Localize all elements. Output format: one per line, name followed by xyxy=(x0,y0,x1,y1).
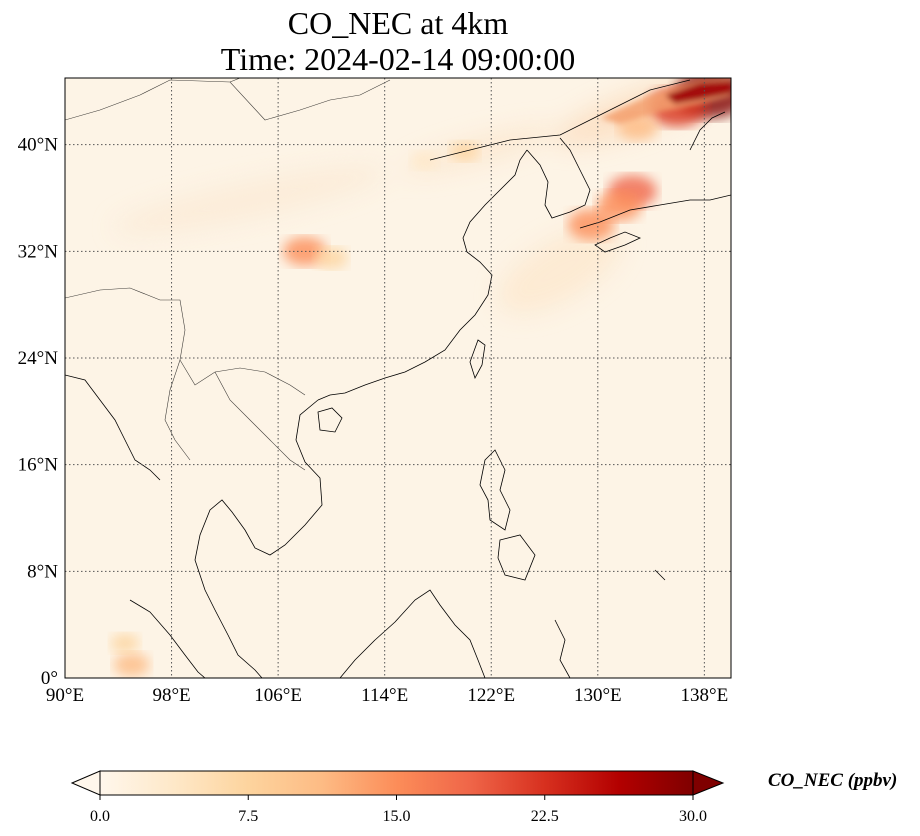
lat-tick-labels: 0° 8°N 16°N 24°N 32°N 40°N xyxy=(18,135,59,689)
colorbar-tick-label: 0.0 xyxy=(90,808,110,825)
colorbar-tick-label: 15.0 xyxy=(383,808,411,825)
co-hotspot xyxy=(411,151,439,170)
co-hotspot xyxy=(315,247,348,269)
coastlines xyxy=(65,79,731,678)
lat-tick-label: 0° xyxy=(41,668,58,689)
colorbar-gradient xyxy=(99,770,694,796)
colorbar-tick-label: 7.5 xyxy=(238,808,258,825)
co-hotspot xyxy=(596,191,642,221)
lon-tick-label: 122°E xyxy=(467,685,515,706)
figure-subtitle-time: Time: 2024-02-14 09:00:00 xyxy=(220,41,576,77)
co-hotspot xyxy=(110,633,140,653)
country-borders xyxy=(65,78,391,471)
lat-tick-label: 24°N xyxy=(18,348,59,369)
colorbar-label: CO_NEC (ppbv) xyxy=(768,770,898,791)
lon-tick-label: 114°E xyxy=(361,685,408,706)
colorbar: 0.0 7.5 15.0 22.5 30.0 xyxy=(70,770,725,825)
colorbar-extend-max xyxy=(692,770,725,796)
lat-tick-label: 8°N xyxy=(27,561,58,582)
figure-title: CO_NEC at 4km xyxy=(287,5,509,41)
colorbar-ticks: 0.0 7.5 15.0 22.5 30.0 xyxy=(90,795,707,825)
lon-tick-label: 98°E xyxy=(152,685,190,706)
colorbar-tick-label: 22.5 xyxy=(531,808,559,825)
lon-tick-label: 106°E xyxy=(254,685,302,706)
lon-tick-label: 90°E xyxy=(46,685,84,706)
lat-tick-label: 40°N xyxy=(18,135,59,156)
lat-tick-label: 16°N xyxy=(18,455,59,476)
colorbar-extend-min xyxy=(70,770,101,796)
map-frame xyxy=(64,77,732,679)
co-hotspot xyxy=(113,652,150,677)
lat-tick-label: 32°N xyxy=(18,241,59,262)
lon-tick-label: 138°E xyxy=(681,685,729,706)
lon-tick-labels: 90°E 98°E 106°E 114°E 122°E 130°E 138°E xyxy=(46,685,728,706)
lon-tick-label: 130°E xyxy=(574,685,622,706)
map-background xyxy=(65,78,731,678)
colorbar-tick-label: 30.0 xyxy=(679,808,707,825)
